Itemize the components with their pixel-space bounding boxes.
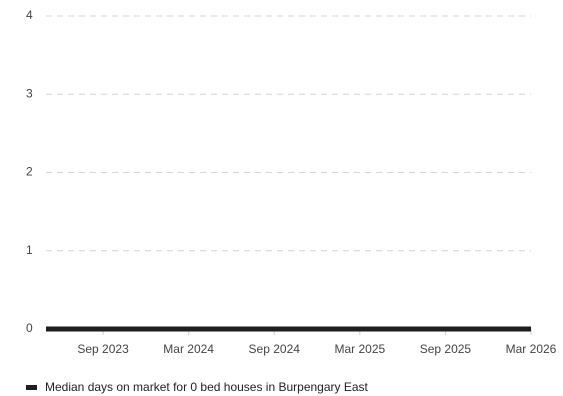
x-tick-label: Mar 2025	[334, 342, 385, 356]
x-axis-ticks: Sep 2023 Mar 2024 Sep 2024 Mar 2025 Sep 2025…	[77, 329, 557, 356]
legend-swatch	[26, 384, 37, 390]
x-tick-label: Mar 2024	[163, 342, 214, 356]
y-tick-label: 4	[26, 8, 33, 22]
gridlines	[46, 15, 531, 252]
x-tick-label: Sep 2023	[77, 342, 129, 356]
y-tick-label: 1	[26, 243, 33, 257]
y-tick-label: 2	[26, 165, 33, 179]
y-tick-label: 3	[26, 86, 33, 100]
y-axis-ticks: 0 1 2 3 4	[26, 8, 33, 335]
y-tick-label: 0	[26, 321, 33, 335]
chart-legend: Median days on market for 0 bed houses i…	[26, 380, 368, 394]
x-tick-label: Mar 2026	[506, 342, 557, 356]
legend-label: Median days on market for 0 bed houses i…	[45, 380, 368, 394]
x-tick-label: Sep 2024	[249, 342, 301, 356]
x-tick-label: Sep 2025	[420, 342, 472, 356]
